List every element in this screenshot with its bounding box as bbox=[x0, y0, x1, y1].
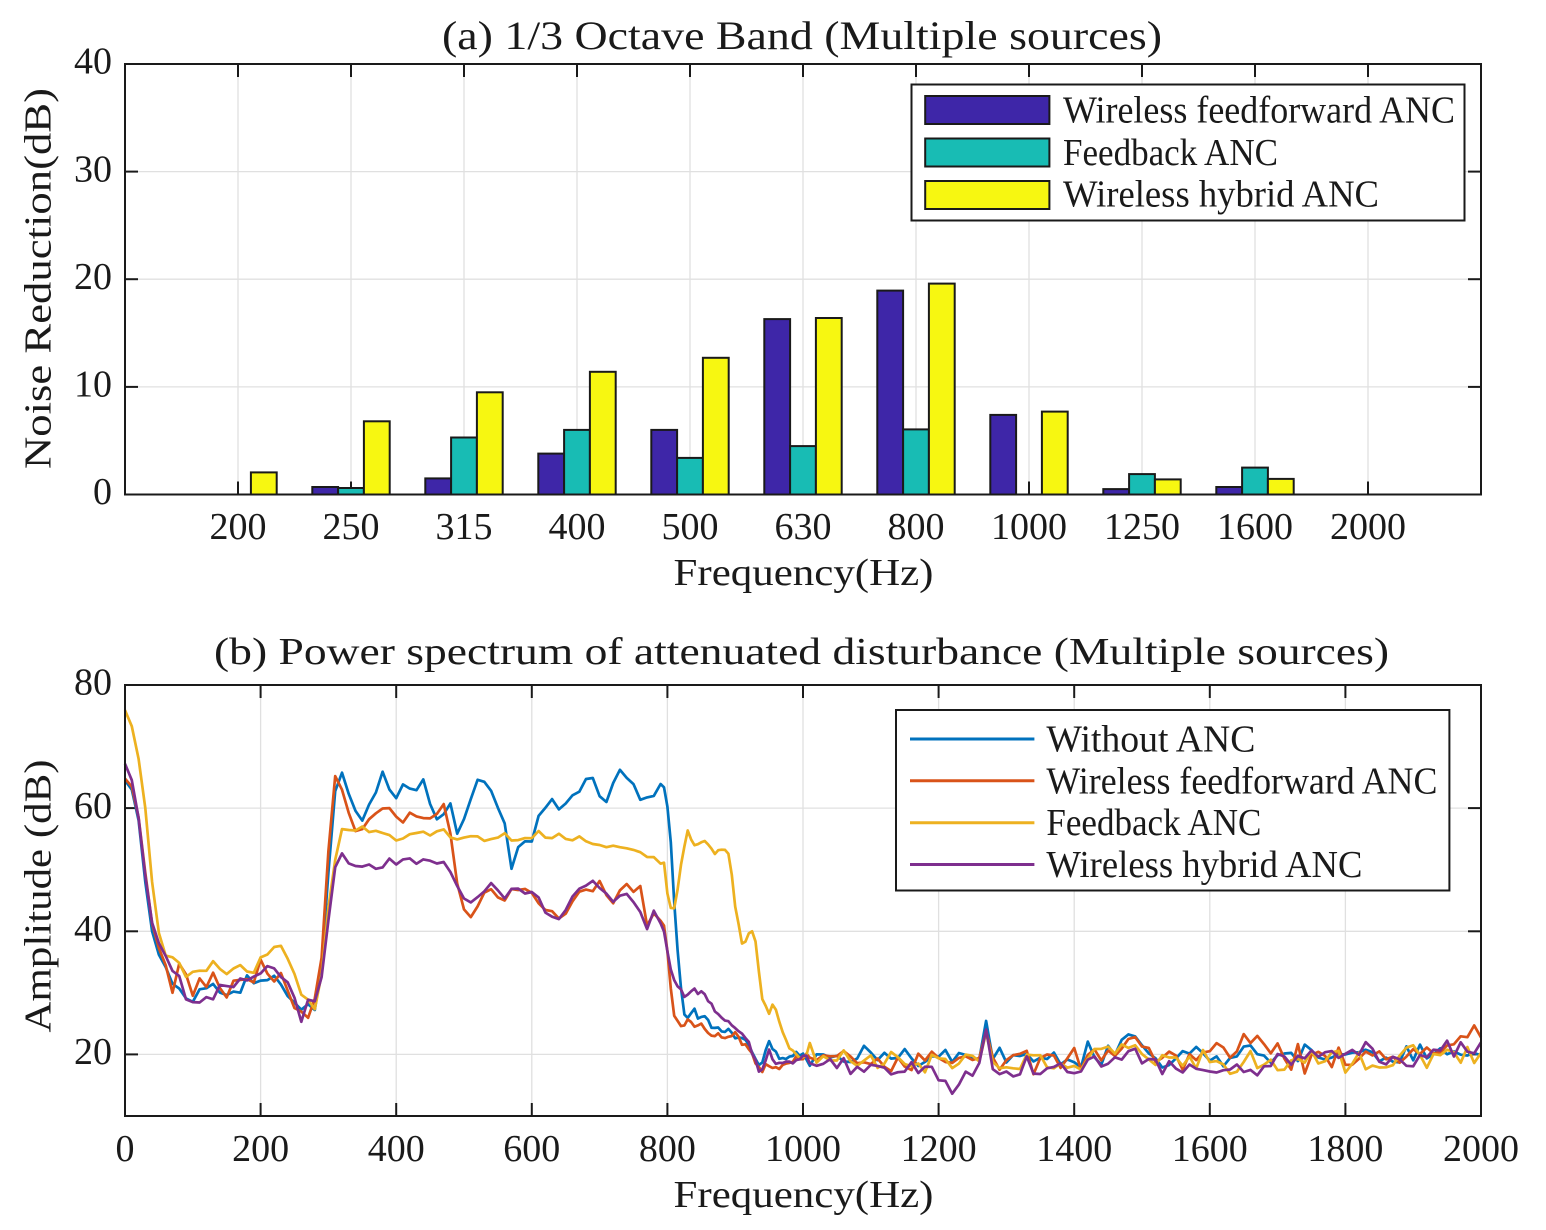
svg-text:1400: 1400 bbox=[1036, 1128, 1112, 1170]
svg-text:250: 250 bbox=[323, 506, 380, 548]
svg-text:1200: 1200 bbox=[901, 1128, 977, 1170]
svg-text:Frequency(Hz): Frequency(Hz) bbox=[674, 1174, 934, 1216]
svg-text:80: 80 bbox=[74, 662, 112, 704]
svg-text:Wireless feedforward ANC: Wireless feedforward ANC bbox=[1046, 760, 1437, 802]
svg-text:2000: 2000 bbox=[1443, 1128, 1519, 1170]
svg-text:Frequency(Hz): Frequency(Hz) bbox=[674, 552, 934, 594]
svg-text:600: 600 bbox=[503, 1128, 560, 1170]
svg-text:40: 40 bbox=[74, 908, 112, 950]
svg-text:Noise Reduction(dB): Noise Reduction(dB) bbox=[18, 88, 60, 469]
svg-text:Feedback ANC: Feedback ANC bbox=[1046, 802, 1261, 844]
svg-text:30: 30 bbox=[74, 148, 112, 190]
svg-text:315: 315 bbox=[436, 506, 493, 548]
svg-text:800: 800 bbox=[639, 1128, 696, 1170]
svg-text:(a) 1/3 Octave Band (Multiple: (a) 1/3 Octave Band (Multiple sources) bbox=[442, 13, 1162, 58]
svg-text:20: 20 bbox=[74, 1031, 112, 1073]
svg-text:800: 800 bbox=[888, 506, 945, 548]
svg-text:0: 0 bbox=[116, 1128, 135, 1170]
svg-text:200: 200 bbox=[210, 506, 267, 548]
svg-text:630: 630 bbox=[775, 506, 832, 548]
svg-text:(b) Power spectrum of attenuat: (b) Power spectrum of attenuated disturb… bbox=[214, 631, 1389, 673]
svg-text:10: 10 bbox=[74, 364, 112, 406]
svg-text:1600: 1600 bbox=[1217, 506, 1293, 548]
svg-text:60: 60 bbox=[74, 785, 112, 827]
svg-text:Feedback ANC: Feedback ANC bbox=[1063, 132, 1278, 174]
svg-text:40: 40 bbox=[74, 41, 112, 83]
svg-text:1000: 1000 bbox=[991, 506, 1067, 548]
svg-text:400: 400 bbox=[549, 506, 606, 548]
svg-text:Wireless hybrid ANC: Wireless hybrid ANC bbox=[1046, 844, 1362, 886]
svg-text:500: 500 bbox=[662, 506, 719, 548]
svg-text:1000: 1000 bbox=[765, 1128, 841, 1170]
svg-text:1800: 1800 bbox=[1307, 1128, 1383, 1170]
svg-text:Wireless hybrid ANC: Wireless hybrid ANC bbox=[1063, 174, 1379, 216]
svg-text:Wireless feedforward ANC: Wireless feedforward ANC bbox=[1063, 90, 1455, 132]
svg-text:1250: 1250 bbox=[1104, 506, 1180, 548]
svg-text:1600: 1600 bbox=[1172, 1128, 1248, 1170]
svg-text:200: 200 bbox=[232, 1128, 289, 1170]
svg-text:20: 20 bbox=[74, 256, 112, 298]
svg-text:0: 0 bbox=[93, 471, 112, 513]
svg-text:Amplitude (dB): Amplitude (dB) bbox=[18, 760, 60, 1033]
svg-text:Without ANC: Without ANC bbox=[1046, 718, 1255, 760]
svg-text:2000: 2000 bbox=[1330, 506, 1406, 548]
svg-text:400: 400 bbox=[368, 1128, 425, 1170]
